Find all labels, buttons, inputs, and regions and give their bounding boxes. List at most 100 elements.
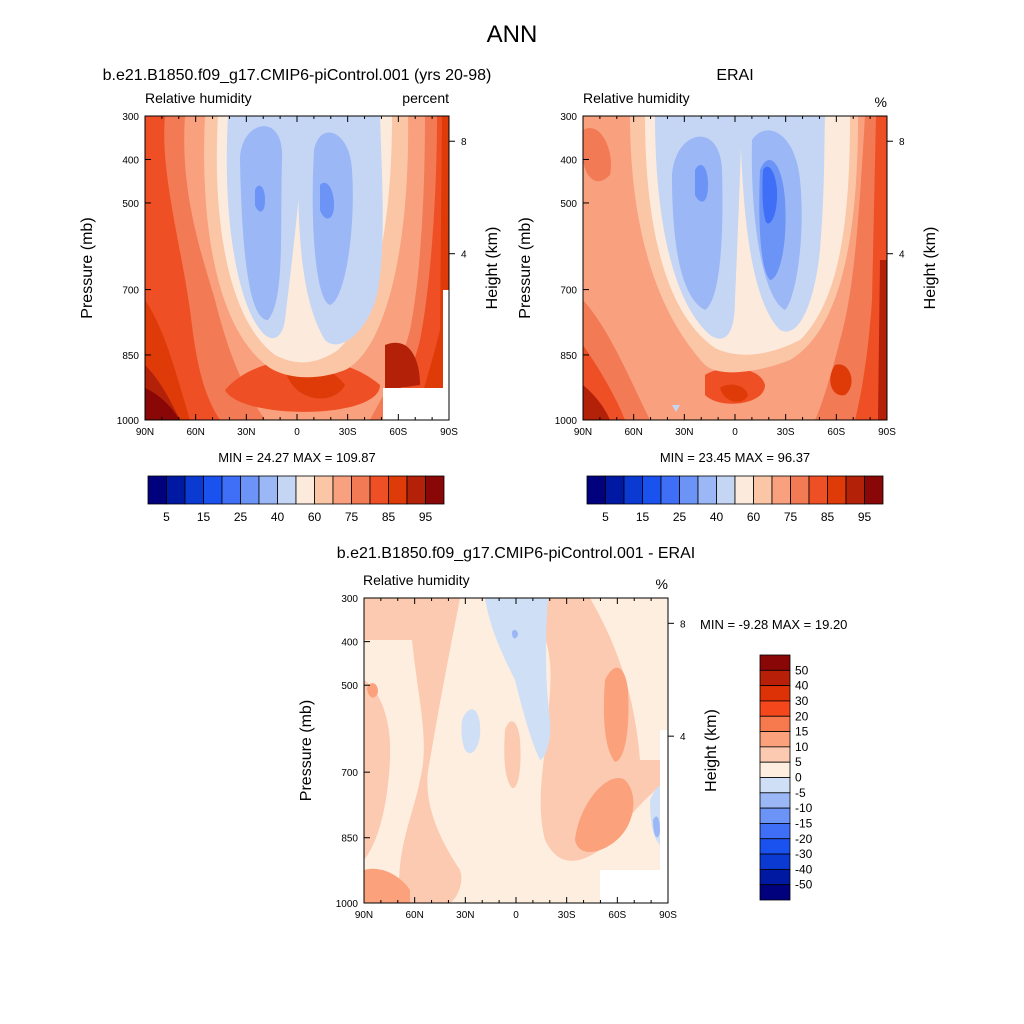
colorbar-label: -30 [795, 847, 813, 861]
colorbar-label: 40 [795, 679, 809, 693]
colorbar-swatch [759, 838, 791, 855]
axes-panel-0: 90N 60N 30N 0 30S 60S 90S 300 400 500 700 850 1000 8 4… [79, 112, 501, 465]
colorbar-swatch [277, 475, 297, 505]
colorbar-label: -5 [795, 786, 806, 800]
y-tick-label: 700 [560, 286, 577, 297]
colorbar-swatch [147, 475, 167, 505]
panel-title: b.e21.B1850.f09_g17.CMIP6-piControl.001 … [337, 545, 695, 562]
right-label: % [875, 94, 887, 110]
x-tick-label: 30N [675, 427, 693, 438]
colorbar-swatch [759, 823, 791, 840]
right-label: % [656, 576, 668, 592]
x-tick-label: 30N [456, 910, 474, 921]
colorbar-label: 75 [784, 510, 798, 524]
min-max-label: MIN = 24.27 MAX = 109.87 [218, 450, 376, 465]
axes-panel-1: 90N 60N 30N 0 30S 60S 90S 300 400 500 700 850 1000 8 4… [517, 112, 939, 465]
y-tick-label: 700 [341, 768, 358, 779]
y-right-axis-title: Height (km) [484, 227, 501, 310]
colorbar-swatch [388, 475, 408, 505]
colorbar-swatch [827, 475, 847, 505]
panel-erai: ERAI Relative humidity % [582, 67, 888, 421]
colorbar-swatch [845, 475, 865, 505]
x-tick-label: 60N [186, 427, 204, 438]
colorbar-label: 20 [795, 709, 809, 723]
x-tick-label: 60S [608, 910, 626, 921]
x-tick-label: 60S [389, 427, 407, 438]
colorbar-label: -50 [795, 878, 813, 892]
colorbar-swatch [759, 853, 791, 870]
colorbar-swatch [203, 475, 223, 505]
x-tick-label: 0 [513, 910, 519, 921]
panel-title: ERAI [716, 67, 753, 84]
colorbar-layer: 5 15 25 40 60 75 85 95 5 15 25 40 60 75 85 955040302015… [147, 475, 884, 901]
y-axis-title: Pressure (mb) [517, 217, 534, 318]
x-tick-label: 0 [732, 427, 738, 438]
colorbar-label: 95 [419, 510, 433, 524]
min-max-label: MIN = 23.45 MAX = 96.37 [660, 450, 810, 465]
y-tick-label: 500 [560, 199, 577, 210]
colorbar-label: 0 [795, 771, 802, 785]
y-tick-label: 300 [122, 112, 139, 123]
colorbar-swatch [759, 868, 791, 886]
x-tick-label: 30S [339, 427, 357, 438]
right-label: percent [402, 90, 449, 106]
y-tick-label: 850 [122, 351, 139, 362]
y-tick-label: 700 [122, 286, 139, 297]
colorbar-label: 25 [673, 510, 687, 524]
colorbar-swatch [759, 700, 791, 717]
colorbar-label: 5 [163, 510, 170, 524]
height-tick-label: 4 [680, 732, 686, 743]
colorbar-swatch [314, 475, 334, 505]
colorbar-swatch [808, 475, 828, 505]
y-tick-label: 1000 [336, 899, 359, 910]
colorbar-swatch [759, 746, 791, 763]
colorbar-swatch [351, 475, 371, 505]
y-tick-label: 400 [341, 638, 358, 649]
x-tick-label: 60N [624, 427, 642, 438]
colorbar-swatch [623, 475, 643, 505]
x-tick-label: 90N [355, 910, 373, 921]
colorbar-label: 15 [197, 510, 211, 524]
colorbar-swatch [759, 669, 791, 687]
x-tick-label: 30N [237, 427, 255, 438]
colorbar-swatch [660, 475, 680, 505]
colorbar-label: 95 [858, 510, 872, 524]
colorbar-label: 5 [602, 510, 609, 524]
y-right-axis-title: Height (km) [922, 227, 939, 310]
colorbar-swatch [332, 475, 352, 505]
y-tick-label: 400 [560, 155, 577, 166]
y-axis-title: Pressure (mb) [79, 217, 96, 318]
x-tick-label: 0 [294, 427, 300, 438]
colorbar-0: 5 15 25 40 60 75 85 95 [147, 475, 445, 524]
colorbar-1: 5 15 25 40 60 75 85 95 [586, 475, 884, 524]
axes-layer: 90N 60N 30N 0 30S 60S 90S300400500700850100084… [79, 112, 939, 921]
y-tick-label: 300 [341, 594, 358, 605]
y-tick-label: 1000 [555, 416, 578, 427]
colorbar-label: 5 [795, 755, 802, 769]
x-tick-label: 90S [440, 427, 458, 438]
colorbar-swatch [166, 475, 186, 505]
colorbar-label: 25 [234, 510, 248, 524]
height-tick-label: 8 [461, 137, 467, 148]
colorbar-label: 60 [308, 510, 322, 524]
x-tick-label: 60N [405, 910, 423, 921]
colorbar-swatch [759, 807, 791, 824]
colorbar-swatch [258, 475, 278, 505]
colorbar-swatch [790, 475, 810, 505]
colorbar-swatch [759, 792, 791, 809]
left-label: Relative humidity [145, 90, 252, 106]
contour-field [583, 116, 887, 420]
y-axis-title: Pressure (mb) [298, 700, 315, 801]
height-tick-label: 8 [899, 137, 905, 148]
x-tick-label: 30S [558, 910, 576, 921]
y-tick-label: 1000 [117, 416, 140, 427]
colorbar-label: -15 [795, 816, 813, 830]
axes-panel-2: 90N 60N 30N 0 30S 60S 90S300400500700850100084… [298, 594, 847, 921]
colorbar-swatch [759, 654, 791, 671]
y-tick-label: 400 [122, 155, 139, 166]
colorbar-label: -10 [795, 801, 813, 815]
left-label: Relative humidity [363, 572, 470, 588]
colorbar-swatch [605, 475, 625, 505]
colorbar-label: 40 [271, 510, 285, 524]
x-tick-label: 30S [777, 427, 795, 438]
